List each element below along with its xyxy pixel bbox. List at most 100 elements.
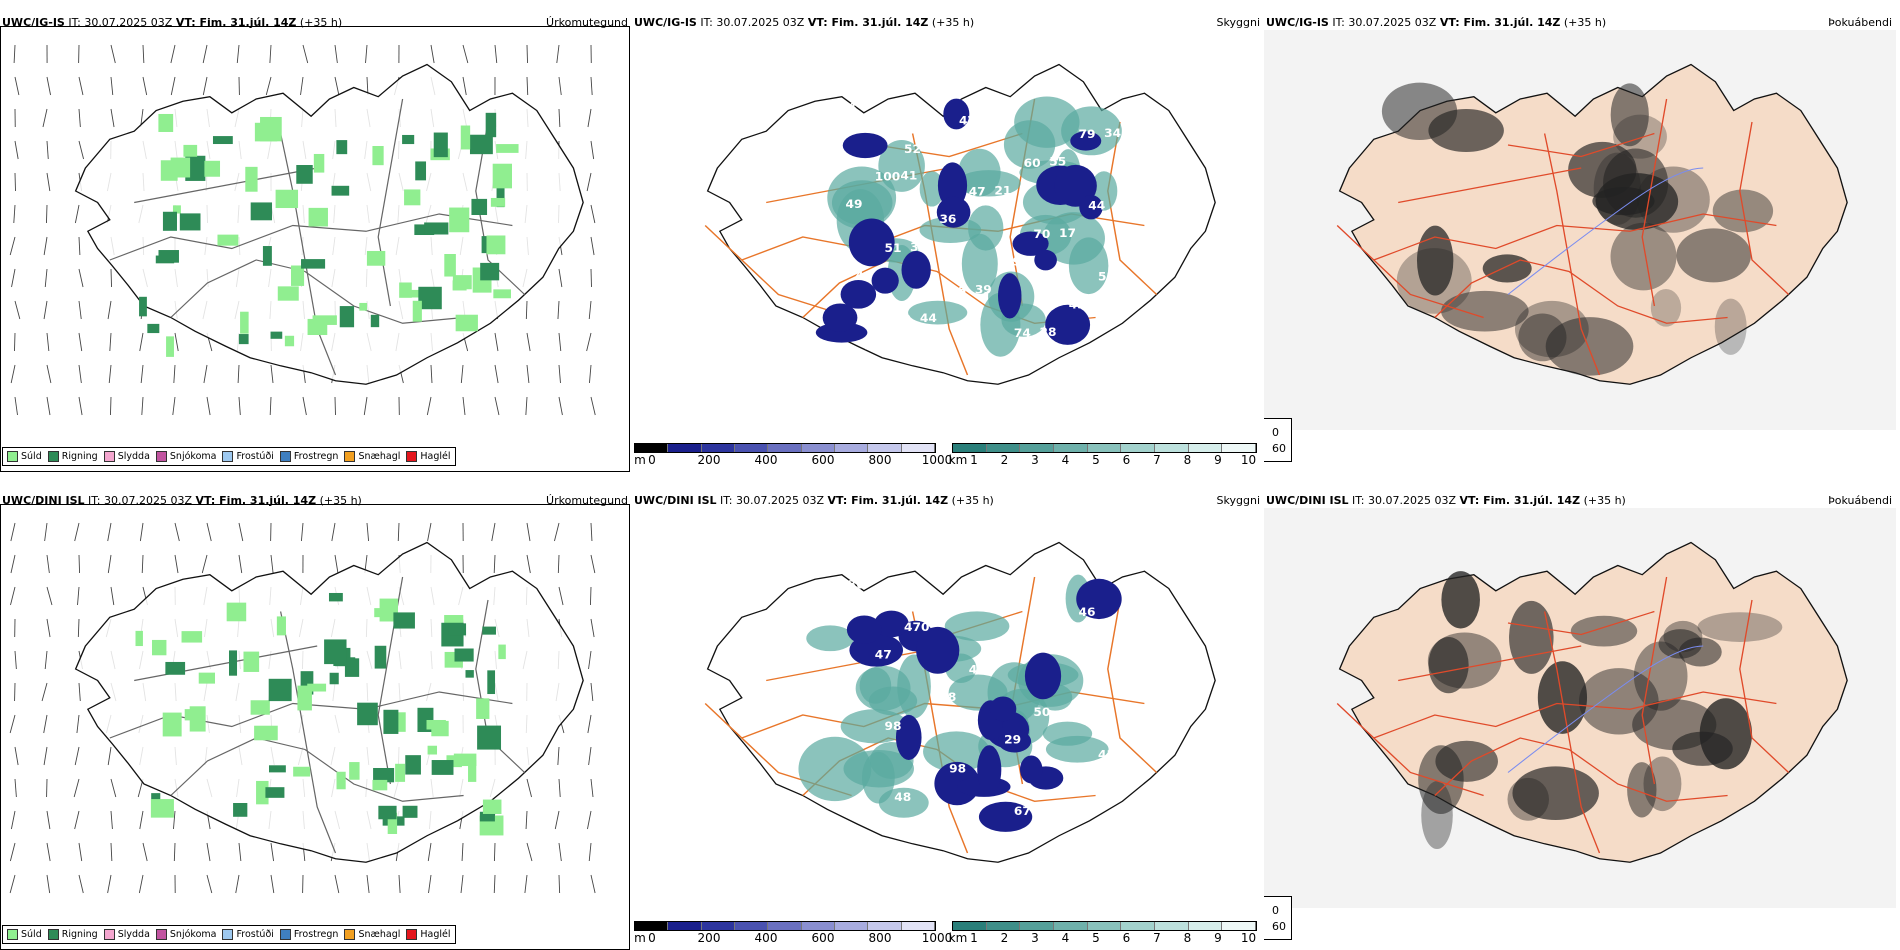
- precip-cell: [162, 211, 177, 231]
- legend-swatch: [406, 929, 418, 940]
- visibility-colorbar: km 1 2 3 4 5 6 7 8 9 10: [948, 921, 1257, 945]
- visibility-area: [806, 625, 854, 652]
- precip-legend: Súld Rigning Slydda Snjókoma Frostúði Frostre…: [2, 447, 456, 466]
- cloud-base-colorbar: m 0 200 400 600 800 1000: [634, 921, 952, 945]
- road-line: [1434, 259, 1728, 324]
- precip-cell: [172, 205, 181, 214]
- wind-barb: [46, 76, 51, 96]
- fog-area: [1650, 288, 1682, 327]
- low-cloud-area: [1012, 231, 1049, 256]
- precip-cell: [476, 698, 490, 719]
- legend-swatch: [7, 929, 18, 940]
- cloud-base-label: 46: [949, 284, 966, 298]
- wind-barb: [398, 874, 401, 894]
- panel-title: UWC/IG-IS IT: 30.07.2025 03Z VT: Fim. 31…: [1266, 16, 1606, 29]
- legend-label: Frostregn: [293, 451, 339, 462]
- wind-barb: [173, 810, 176, 830]
- wind-barb: [203, 364, 208, 384]
- wind-barb: [78, 300, 82, 320]
- fog-area: [1633, 641, 1688, 711]
- tick-label: 800: [868, 931, 892, 945]
- wind-barb: [460, 364, 464, 384]
- tick-label: 1: [970, 453, 978, 467]
- visibility-colorbar: km 1 2 3 4 5 6 7 8 9 10: [949, 443, 1257, 467]
- precip-cell: [402, 805, 418, 818]
- wind-barb: [46, 874, 51, 894]
- low-cloud-area: [997, 273, 1022, 319]
- precip-cell: [490, 197, 506, 207]
- precip-cell: [212, 136, 233, 145]
- wind-barb: [590, 618, 595, 638]
- unit-label: km: [948, 931, 968, 945]
- legend-label: Frostúði: [236, 929, 274, 940]
- wind-barb: [140, 364, 144, 384]
- road-line: [1641, 576, 1668, 785]
- wind-barb: [430, 44, 435, 64]
- wind-barb: [238, 396, 241, 416]
- precip-cell: [307, 683, 327, 692]
- colorbar-strip: [634, 921, 936, 931]
- precip-cell: [217, 234, 239, 246]
- precip-cell: [158, 250, 179, 263]
- tick-label: 5: [1092, 453, 1100, 467]
- road-line: [134, 167, 318, 204]
- legend-label: Snæhagl: [358, 451, 401, 462]
- legend-swatch: [103, 929, 115, 940]
- fog-area: [1632, 699, 1717, 751]
- precip-cell: [487, 670, 496, 695]
- wind-barb: [14, 332, 16, 352]
- cloud-base-label: 34: [1104, 126, 1121, 140]
- visibility-area: [1042, 212, 1105, 265]
- parameter-name: Skyggni: [1216, 494, 1260, 507]
- tick-label: 10: [1240, 453, 1257, 467]
- wind-barb: [558, 332, 562, 352]
- cloud-base-label: 33: [1024, 634, 1041, 648]
- legend-swatch: [406, 451, 418, 462]
- legend-label: Snjókoma: [169, 929, 217, 940]
- wind-barb: [493, 554, 496, 574]
- wind-barb: [237, 364, 240, 384]
- wind-barb: [78, 332, 83, 352]
- precip-cell: [135, 630, 143, 647]
- road-line: [1373, 691, 1777, 739]
- legend-item: Snæhagl: [344, 451, 400, 462]
- lead-time: (+35 h): [951, 494, 994, 507]
- fog-area: [1714, 298, 1747, 355]
- tick-label: 4: [1061, 931, 1070, 945]
- legend-item: Frostúði: [222, 929, 274, 940]
- precip-cell: [240, 311, 249, 334]
- unit-label: m: [634, 453, 646, 467]
- wind-barb: [108, 364, 112, 384]
- tick-label: 600: [811, 931, 835, 945]
- precip-cell: [448, 623, 467, 636]
- wind-barb: [334, 554, 339, 574]
- wind-barb: [78, 874, 84, 894]
- precip-cell: [260, 116, 282, 142]
- precip-cell: [204, 160, 221, 177]
- road-line: [1739, 121, 1790, 295]
- wind-barb: [493, 842, 496, 862]
- wind-barb: [590, 778, 594, 798]
- precip-cell: [479, 811, 495, 822]
- wind-barb: [78, 108, 81, 128]
- wind-barb: [494, 44, 498, 64]
- legend-item: Súld: [7, 451, 42, 462]
- wind-barb: [235, 874, 240, 894]
- tick-label: 6: [1122, 453, 1131, 467]
- precip-cell: [226, 602, 247, 622]
- tick-label: 0: [648, 453, 656, 467]
- wind-barb: [363, 396, 368, 416]
- wind-barb: [302, 396, 307, 416]
- wind-barb: [74, 522, 80, 542]
- valid-time: VT: Fim. 31.júl. 14Z: [1459, 494, 1581, 507]
- tick-label: 2: [1000, 931, 1009, 945]
- wind-barb: [461, 842, 464, 862]
- model-name: UWC/DINI ISL: [634, 494, 717, 507]
- legend-label: Rigning: [61, 451, 98, 462]
- legend-swatch: [47, 451, 59, 462]
- precip-cell: [465, 670, 474, 678]
- road-line: [1336, 225, 1484, 319]
- wind-barb: [526, 44, 528, 64]
- cloud-base-label: 16: [1069, 776, 1086, 790]
- wind-barb: [557, 746, 560, 766]
